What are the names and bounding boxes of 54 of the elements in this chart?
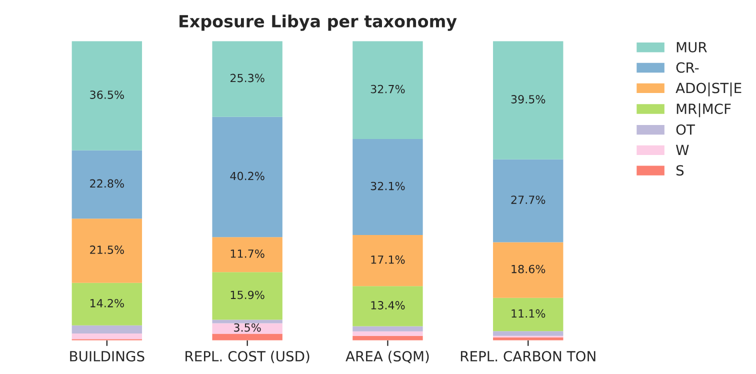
x-tick-label: REPL. CARBON TON bbox=[460, 351, 596, 362]
data-label: 14.2% bbox=[90, 298, 124, 308]
legend-label: OT bbox=[676, 124, 695, 135]
data-label: 32.7% bbox=[370, 84, 405, 94]
bar bbox=[212, 320, 282, 324]
legend-label: CR- bbox=[676, 62, 699, 73]
bar bbox=[493, 298, 564, 332]
bar bbox=[352, 286, 423, 326]
data-label: 39.5% bbox=[511, 95, 546, 104]
legend-label: W bbox=[676, 144, 689, 156]
bar bbox=[493, 159, 564, 242]
bar bbox=[72, 333, 142, 340]
x-tick-label: BUILDINGS bbox=[70, 351, 144, 362]
legend-label: MUR bbox=[676, 42, 707, 52]
bar bbox=[352, 331, 423, 336]
data-label: 22.8% bbox=[90, 179, 124, 188]
data-label: 3.5% bbox=[234, 323, 261, 332]
bar bbox=[72, 218, 142, 283]
bar bbox=[493, 41, 564, 160]
bar bbox=[352, 336, 423, 340]
bar bbox=[352, 326, 423, 332]
bar bbox=[72, 282, 142, 326]
legend-label: MR|MCF bbox=[676, 103, 731, 118]
x-tick-label: REPL. COST (USD) bbox=[186, 350, 310, 364]
bar bbox=[212, 41, 282, 117]
chart-title: Exposure Libya per taxonomy bbox=[180, 14, 457, 31]
data-label: 25.3% bbox=[230, 74, 264, 82]
bar bbox=[493, 242, 564, 298]
bar bbox=[72, 325, 142, 334]
data-label: 15.9% bbox=[230, 290, 264, 300]
data-label: 21.5% bbox=[90, 246, 124, 254]
data-label: 13.4% bbox=[371, 301, 405, 310]
data-label: 27.7% bbox=[511, 196, 546, 204]
bar bbox=[352, 235, 423, 286]
bar bbox=[352, 41, 423, 139]
bar bbox=[212, 272, 282, 320]
data-label: 18.6% bbox=[512, 264, 546, 274]
data-label: 32.1% bbox=[370, 182, 405, 190]
data-label: 36.5% bbox=[90, 90, 124, 99]
data-label: 17.1% bbox=[371, 255, 405, 264]
legend-label: S bbox=[676, 165, 684, 176]
bar bbox=[212, 334, 282, 340]
data-label: 11.7% bbox=[230, 249, 264, 258]
bar bbox=[72, 41, 142, 150]
x-tick-label: AREA (SQM) bbox=[346, 350, 429, 364]
bar bbox=[212, 323, 282, 334]
bar bbox=[212, 237, 282, 272]
bar bbox=[72, 150, 142, 219]
bar bbox=[352, 138, 423, 236]
bar bbox=[212, 116, 282, 238]
legend-label: ADO|ST|E bbox=[676, 82, 742, 96]
data-label: 11.1% bbox=[512, 309, 546, 318]
bar bbox=[493, 331, 564, 336]
data-label: 40.2% bbox=[230, 172, 264, 180]
